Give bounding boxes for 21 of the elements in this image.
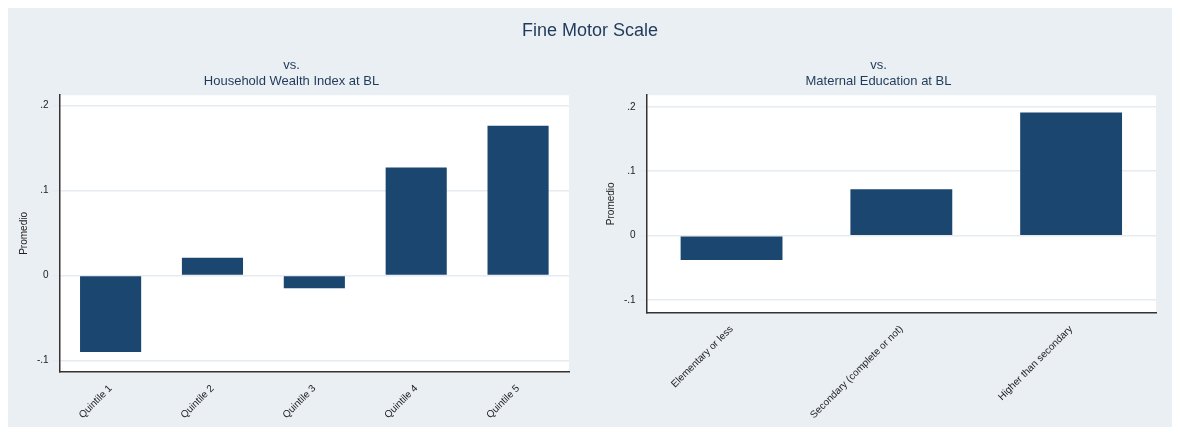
y-tick-label: .1	[40, 184, 50, 196]
chart-title: vs. Household Wealth Index at BL	[203, 57, 380, 88]
bar	[680, 236, 783, 261]
bar	[181, 257, 244, 275]
y-axis-title: Promedio	[604, 181, 616, 226]
y-tick-label: -.1	[624, 293, 637, 305]
y-tick-label: .2	[627, 100, 637, 112]
bar	[283, 276, 345, 289]
bar	[80, 276, 142, 353]
y-tick-label: .1	[627, 164, 637, 176]
y-tick-label: 0	[630, 229, 637, 241]
bar	[1020, 112, 1123, 235]
bar	[850, 189, 953, 235]
y-tick-label: 0	[43, 269, 50, 281]
y-tick-label: -.1	[37, 354, 50, 366]
text: Fine Motor Scale	[521, 20, 659, 40]
chart-title: vs. Maternal Education at BL	[805, 57, 952, 88]
bar	[385, 167, 447, 275]
y-axis-title: Promedio	[17, 211, 29, 255]
bar	[487, 125, 549, 275]
y-tick-label: .2	[40, 99, 50, 111]
